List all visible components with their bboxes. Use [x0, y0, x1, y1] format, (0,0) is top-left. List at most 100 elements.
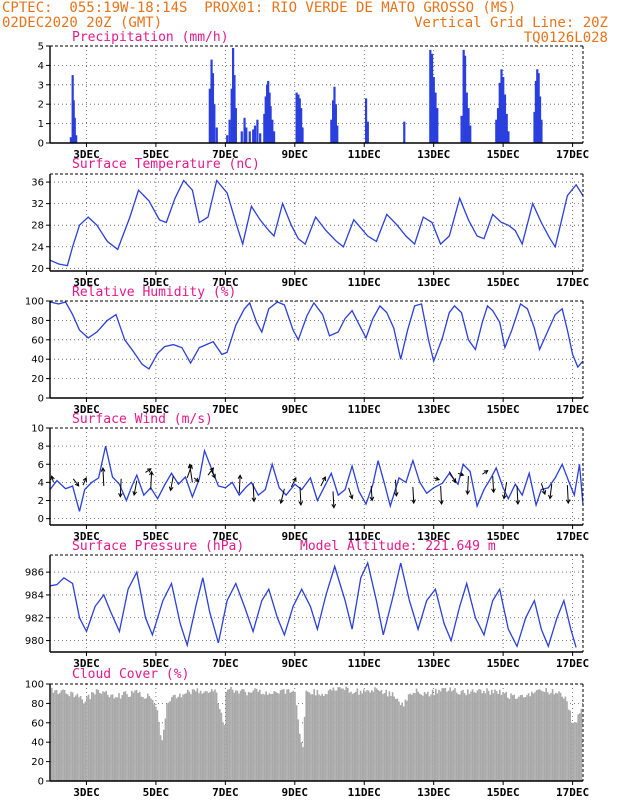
y-tick-label: 6: [38, 460, 44, 471]
cloud-bar: [478, 689, 480, 781]
wind-arrow: [207, 467, 214, 476]
panel-title: Surface Wind (m/s): [72, 412, 213, 427]
cloud-bar: [235, 690, 237, 781]
cloud-bar: [131, 690, 133, 781]
cloud-bar: [435, 688, 437, 781]
cloud-bar: [300, 742, 303, 781]
cloud-bar: [364, 691, 367, 781]
wind-arrow-head: [483, 470, 489, 475]
cloud-bar: [247, 691, 250, 781]
precip-bar: [331, 100, 335, 143]
cloud-bar: [486, 688, 488, 781]
cloud-bar: [575, 722, 578, 781]
precip-bar: [300, 108, 303, 143]
cloud-bar: [201, 693, 203, 781]
series-line: [49, 561, 577, 649]
precip-bar: [240, 131, 243, 143]
cloud-bar: [143, 698, 146, 781]
x-tick-label: 9DEC: [282, 530, 309, 543]
x-tick-label: 11DEC: [348, 530, 381, 543]
precip-bar: [334, 104, 337, 143]
cloud-bar: [155, 706, 157, 781]
precip-bar: [537, 73, 540, 143]
cloud-bar: [52, 692, 55, 781]
cloud-bar: [518, 696, 520, 781]
x-tick-label: 7DEC: [212, 403, 239, 416]
precip-bar: [534, 80, 537, 143]
cloud-bar: [492, 693, 495, 781]
cloud-bar: [427, 691, 429, 781]
cloud-bar: [411, 694, 413, 781]
wind-arrow: [102, 467, 105, 487]
cloud-bar: [441, 688, 443, 781]
cloud-bar: [204, 691, 207, 781]
cloud-bar: [387, 696, 389, 781]
cloud-bar: [105, 690, 107, 781]
cloud-bar: [239, 690, 242, 781]
cloud-bar: [134, 690, 136, 781]
wind-arrow: [133, 480, 138, 496]
cloud-bar: [425, 693, 427, 781]
cloud-bar: [433, 695, 435, 781]
y-tick-label: 24: [31, 242, 44, 253]
wind-arrow-head: [149, 470, 154, 476]
wind-arrow-head: [541, 490, 547, 496]
cloud-bar: [196, 688, 199, 781]
cloud-bar: [91, 692, 93, 781]
y-tick-label: 2: [38, 100, 44, 111]
wind-arrow-head: [491, 488, 496, 494]
wind-arrow: [348, 487, 353, 499]
y-tick-label: 0: [38, 139, 44, 150]
wind-arrow: [299, 486, 302, 505]
wind-arrow: [370, 485, 373, 501]
cloud-bar: [92, 692, 95, 781]
wind-arrow: [51, 475, 54, 483]
x-tick-label: 7DEC: [212, 530, 239, 543]
cloud-bar: [380, 690, 383, 781]
y-tick-label: 36: [31, 178, 44, 189]
cloud-bar: [473, 692, 475, 781]
cloud-bar: [259, 689, 261, 781]
cloud-bar: [119, 698, 122, 781]
cloud-bar: [145, 698, 147, 781]
cloud-bar: [193, 689, 195, 781]
precip-bar: [330, 119, 333, 143]
wind-arrow-head: [209, 467, 215, 472]
cloud-bar: [137, 692, 139, 781]
cloud-bar: [233, 692, 235, 781]
cloud-bar: [551, 689, 554, 781]
cloud-bar: [214, 689, 216, 781]
wind-arrow: [186, 465, 193, 479]
cloud-bar: [140, 696, 143, 781]
precip-bar: [434, 92, 437, 143]
wind-arrow-head: [393, 492, 399, 497]
panel-1: Precipitation (mm/h) 0 1 2 3 4 5 3DEC 5DEC 7DEC 9D…: [38, 30, 590, 161]
wind-arrow-head: [82, 476, 88, 482]
wind-arrow: [467, 476, 469, 495]
cloud-bar: [540, 690, 543, 781]
precip-bar: [498, 82, 501, 143]
cloud-bar: [147, 693, 149, 781]
series-line: [49, 179, 584, 267]
wind-arrow-head: [50, 475, 55, 481]
cloud-bar: [415, 688, 418, 781]
precip-bar: [536, 69, 539, 143]
panel-2: Surface Temperature (nC) 20 24 28 32 36 3DEC 5D…: [31, 157, 589, 289]
cloud-bar: [275, 691, 277, 781]
x-tick-label: 5DEC: [143, 148, 170, 161]
cloud-bar: [377, 690, 379, 781]
x-tick-label: 5DEC: [143, 530, 170, 543]
cloud-bar: [156, 710, 159, 781]
wind-arrow: [492, 476, 495, 493]
cloud-bar: [431, 689, 434, 781]
cloud-bar: [353, 693, 355, 781]
cloud-bar: [86, 696, 88, 781]
series-line: [49, 301, 584, 370]
cloud-bar: [169, 701, 171, 781]
cloud-bar: [67, 694, 69, 781]
cloud-bar: [420, 694, 423, 781]
x-tick-label: 3DEC: [73, 530, 100, 543]
cloud-bar: [391, 692, 394, 781]
cloud-bar: [180, 697, 183, 781]
